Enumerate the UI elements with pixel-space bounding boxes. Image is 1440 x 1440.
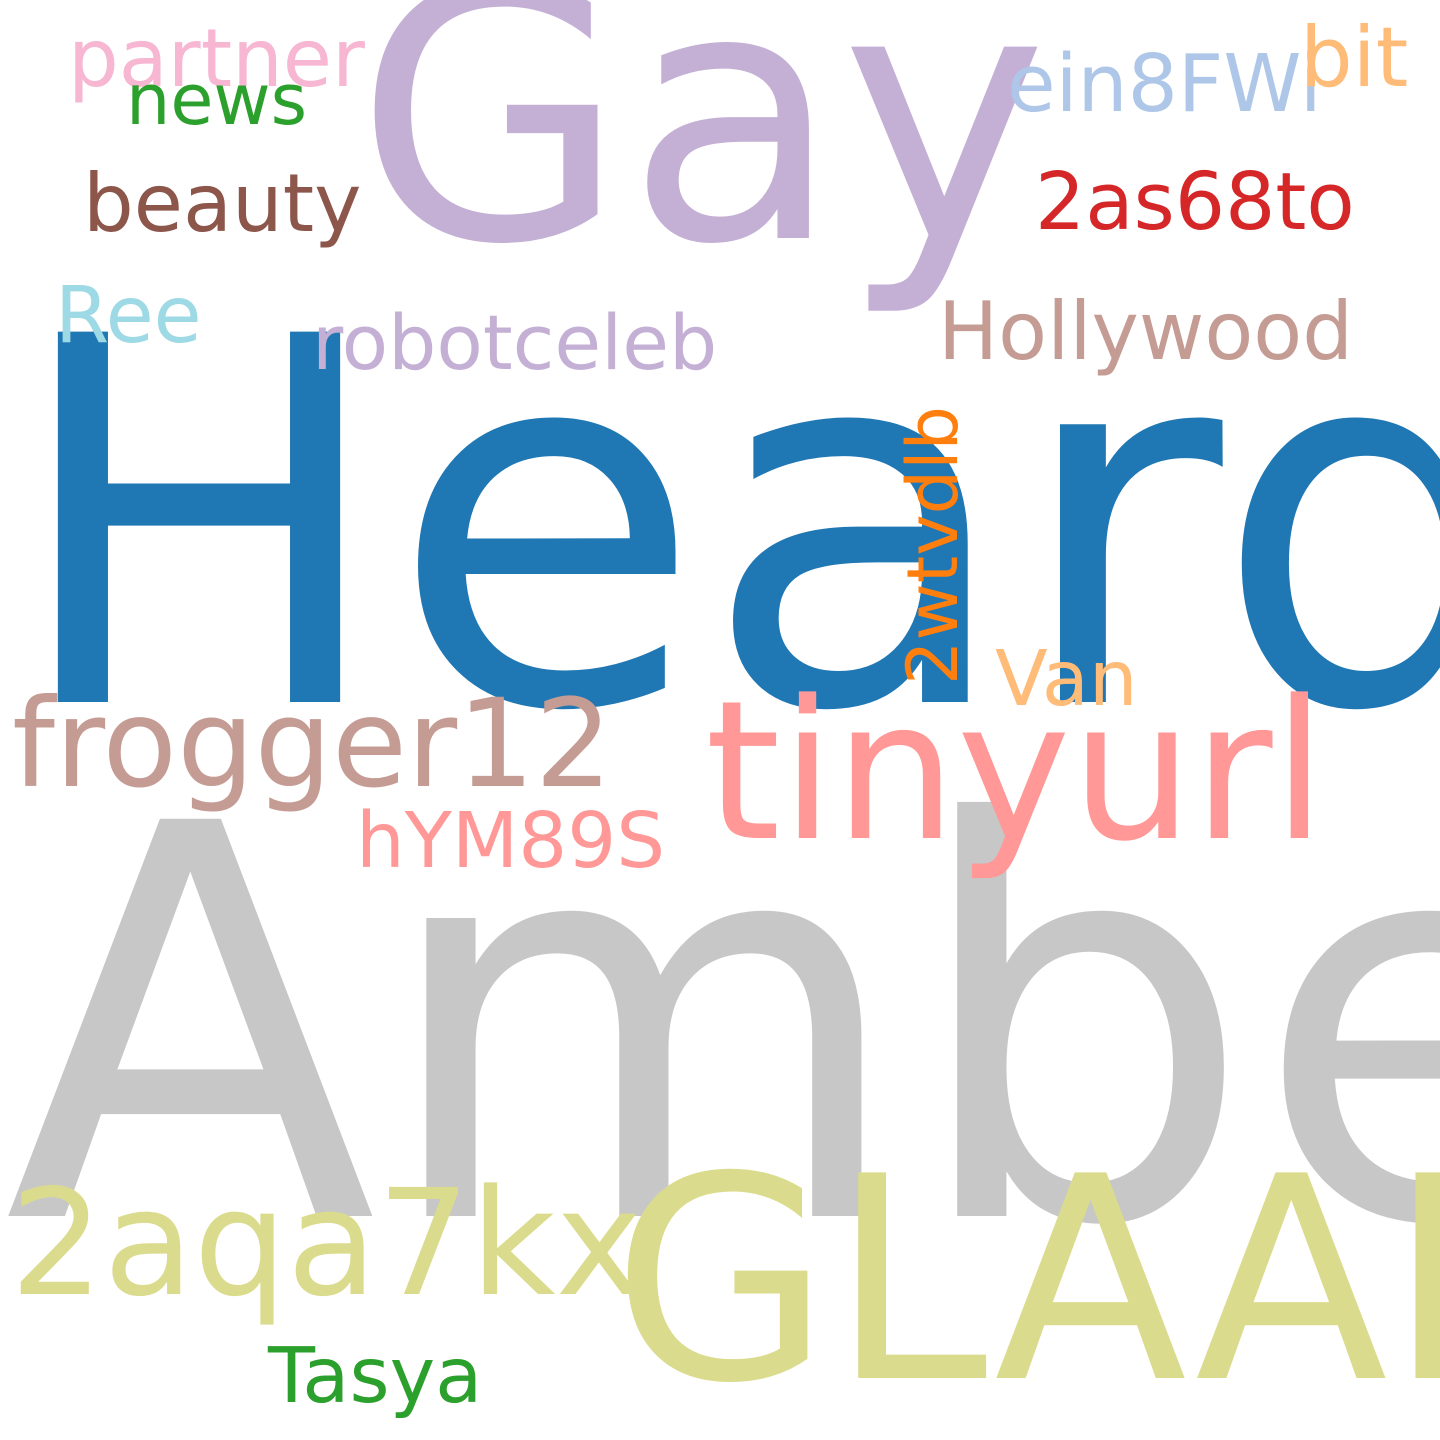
word-hollywood: Hollywood (938, 285, 1353, 378)
word-ein8fwi: ein8FWi (1007, 38, 1322, 130)
word-2as68to: 2as68to (1035, 156, 1355, 248)
word-beauty: beauty (83, 157, 362, 250)
word-bit: bit (1300, 9, 1409, 106)
word-news: news (126, 59, 308, 141)
word-ree: Ree (55, 271, 202, 361)
word-van: Van (995, 635, 1138, 724)
word-hym89s: hYM89S (356, 797, 666, 886)
word-frogger12: frogger12 (12, 673, 613, 815)
word-2aqa7kx: 2aqa7kx (10, 1158, 643, 1329)
word-gay: Gay (355, 0, 1048, 321)
word-glaad: GLAAD (612, 1116, 1440, 1440)
word-amber: Amber (4, 710, 1440, 1345)
word-heard: Heard (8, 230, 1440, 822)
word-2wtvdlb: 2wtvdlb (892, 406, 974, 685)
word-robotceleb: robotceleb (312, 298, 718, 387)
word-tasya: Tasya (268, 1332, 483, 1421)
word-tinyurl: tinyurl (705, 659, 1327, 884)
word-partner: partner (68, 12, 365, 105)
